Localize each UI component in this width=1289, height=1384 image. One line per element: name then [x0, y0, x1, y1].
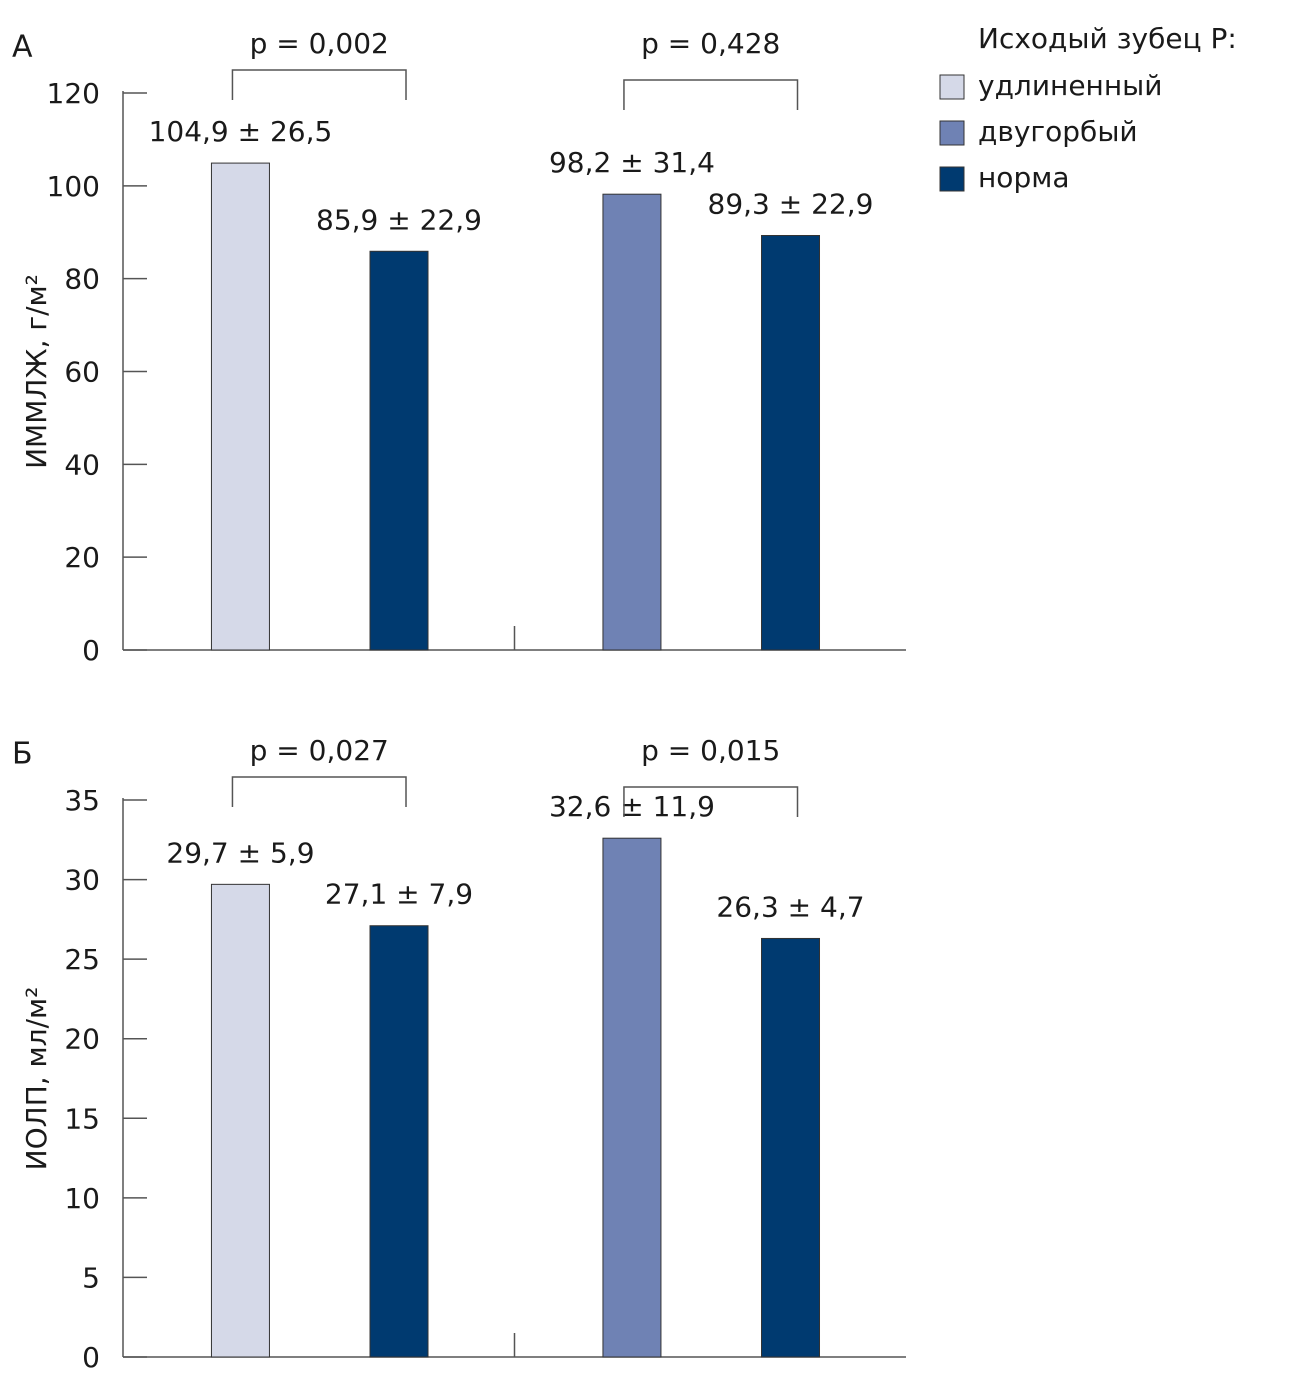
p-value: p = 0,002 — [250, 27, 389, 60]
y-tick-label: 35 — [64, 784, 100, 817]
p-value: p = 0,027 — [250, 734, 389, 767]
bar — [761, 234, 821, 651]
legend-title: Исходый зубец Р: — [978, 22, 1237, 55]
y-tick-label: 120 — [47, 77, 100, 110]
value-label: 29,7 ± 5,9 — [166, 836, 314, 869]
panel-letter: А — [12, 30, 33, 65]
significance-bracket — [623, 79, 799, 110]
legend-swatch — [939, 120, 965, 146]
y-tick-label: 5 — [82, 1261, 100, 1294]
value-label: 98,2 ± 31,4 — [549, 146, 715, 179]
bar — [210, 883, 270, 1358]
value-label: 32,6 ± 11,9 — [549, 790, 715, 823]
y-tick-label: 60 — [64, 356, 100, 389]
bar — [369, 925, 429, 1358]
bar — [602, 193, 662, 651]
value-label: 104,9 ± 26,5 — [149, 115, 333, 148]
value-label: 27,1 ± 7,9 — [325, 878, 473, 911]
value-label: 26,3 ± 4,7 — [716, 890, 864, 923]
panel-letter: Б — [12, 737, 33, 772]
y-axis-label: ИММЛЖ, г/м² — [20, 274, 53, 469]
y-tick-label: 10 — [64, 1182, 100, 1215]
p-value: p = 0,015 — [641, 734, 780, 767]
legend-swatch — [939, 74, 965, 100]
value-label: 85,9 ± 22,9 — [316, 203, 482, 236]
y-tick-label: 25 — [64, 943, 100, 976]
y-tick-label: 0 — [82, 1341, 100, 1374]
value-label: 89,3 ± 22,9 — [708, 187, 874, 220]
legend-label: норма — [978, 161, 1070, 194]
y-tick-label: 20 — [64, 1023, 100, 1056]
legend-swatch — [939, 166, 965, 192]
significance-bracket — [231, 69, 407, 100]
y-tick-label: 0 — [82, 634, 100, 667]
significance-bracket — [231, 776, 407, 807]
y-tick-label: 40 — [64, 448, 100, 481]
bar — [761, 937, 821, 1358]
y-axis-label: ИОЛП, мл/м² — [20, 987, 53, 1171]
legend-label: двугорбый — [978, 115, 1138, 148]
legend-label: удлиненный — [978, 69, 1162, 102]
y-tick-label: 80 — [64, 263, 100, 296]
p-value: p = 0,428 — [641, 27, 780, 60]
y-tick-label: 100 — [47, 170, 100, 203]
y-tick-label: 30 — [64, 864, 100, 897]
y-tick-label: 15 — [64, 1102, 100, 1135]
significance-bracket — [623, 786, 799, 817]
y-tick-label: 20 — [64, 541, 100, 574]
bar — [602, 837, 662, 1358]
bar — [210, 162, 270, 651]
bar — [369, 250, 429, 651]
